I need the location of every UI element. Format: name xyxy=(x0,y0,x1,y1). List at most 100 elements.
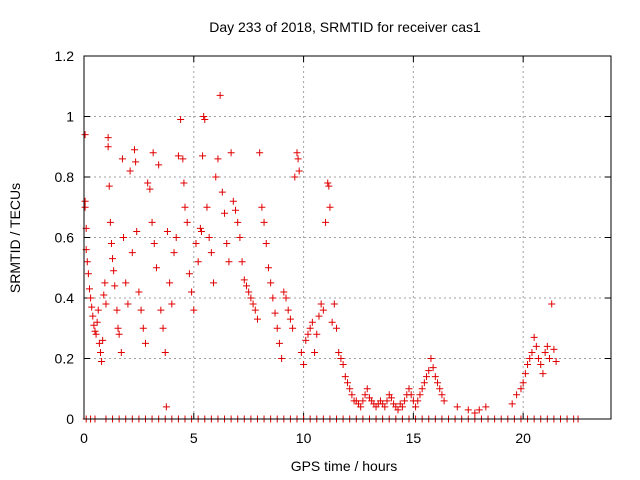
data-point xyxy=(289,324,297,332)
data-point xyxy=(110,267,118,275)
axis-ticks xyxy=(83,55,611,420)
data-point xyxy=(216,91,224,99)
data-point xyxy=(177,116,185,124)
data-point xyxy=(313,330,321,338)
y-tick-label: 0 xyxy=(66,411,74,427)
data-point xyxy=(425,367,433,375)
data-point xyxy=(267,279,275,287)
data-point xyxy=(412,403,420,411)
data-point xyxy=(330,300,338,308)
data-point xyxy=(95,339,103,347)
data-point xyxy=(126,167,134,175)
data-point xyxy=(144,179,152,187)
chart-title: Day 233 of 2018, SRMTID for receiver cas… xyxy=(209,19,481,35)
data-point xyxy=(185,270,193,278)
data-point xyxy=(180,179,188,187)
data-point xyxy=(249,300,257,308)
data-point xyxy=(190,306,198,314)
data-point xyxy=(453,403,461,411)
data-point xyxy=(317,300,325,308)
data-point xyxy=(194,258,202,266)
data-point xyxy=(192,240,200,248)
data-point xyxy=(295,167,303,175)
data-point xyxy=(315,312,323,320)
grid-lines xyxy=(84,56,611,419)
data-point xyxy=(258,203,266,211)
data-point xyxy=(278,355,286,362)
data-point xyxy=(174,152,182,160)
data-point xyxy=(260,218,268,226)
data-point xyxy=(346,385,354,393)
data-point xyxy=(84,270,92,278)
data-point xyxy=(251,306,259,314)
data-point xyxy=(152,264,160,272)
data-point xyxy=(115,330,123,338)
data-point xyxy=(269,294,277,302)
y-tick-label: 1 xyxy=(66,109,74,125)
data-point xyxy=(225,258,233,266)
data-point xyxy=(394,406,402,414)
x-tick-label: 15 xyxy=(406,430,422,446)
data-point xyxy=(271,309,279,317)
data-point xyxy=(427,355,435,362)
data-point xyxy=(162,403,170,411)
data-point xyxy=(197,227,205,235)
data-point xyxy=(519,379,527,387)
data-point xyxy=(247,294,255,302)
data-point xyxy=(236,234,244,241)
data-point xyxy=(552,358,560,366)
data-point xyxy=(335,348,343,356)
data-point xyxy=(109,255,117,263)
data-point xyxy=(93,318,101,326)
data-point xyxy=(218,188,226,196)
data-point xyxy=(513,391,521,399)
plot-frame xyxy=(83,55,612,420)
data-point xyxy=(117,348,125,356)
data-point xyxy=(256,149,264,157)
data-point xyxy=(262,240,270,248)
x-axis-label: GPS time / hours xyxy=(291,458,398,474)
data-point xyxy=(319,306,327,314)
data-point xyxy=(107,240,115,248)
data-point xyxy=(293,149,301,157)
data-point xyxy=(223,240,231,248)
data-point xyxy=(102,300,110,308)
y-tick-label: 0.2 xyxy=(55,351,75,367)
data-point xyxy=(128,249,136,257)
data-point xyxy=(322,218,330,226)
data-point xyxy=(407,391,415,399)
data-point xyxy=(282,294,290,302)
data-point xyxy=(535,355,543,362)
data-point xyxy=(83,258,91,266)
data-point xyxy=(148,218,156,226)
data-point xyxy=(96,348,104,356)
x-tick-label: 20 xyxy=(515,430,531,446)
data-point xyxy=(482,403,490,411)
data-point xyxy=(464,406,472,414)
data-point xyxy=(431,373,439,381)
data-point xyxy=(398,403,406,411)
data-point xyxy=(207,249,215,257)
data-point xyxy=(328,318,336,326)
data-point xyxy=(81,131,89,139)
data-points xyxy=(81,91,582,423)
data-point xyxy=(325,182,333,190)
data-point xyxy=(438,391,446,399)
data-point xyxy=(234,218,242,226)
x-tick-labels: 0 5 10 15 20 xyxy=(80,430,531,446)
data-point xyxy=(99,336,107,344)
data-point xyxy=(526,355,534,362)
data-point xyxy=(201,116,209,124)
data-point xyxy=(196,224,204,232)
data-point xyxy=(291,173,299,181)
data-point xyxy=(306,324,314,332)
data-point xyxy=(387,394,395,402)
data-point xyxy=(131,146,139,154)
x-tick-label: 10 xyxy=(296,430,312,446)
data-point xyxy=(423,373,431,381)
data-point xyxy=(157,306,165,314)
y-axis-label: SRMTID / TECUs xyxy=(7,183,23,293)
data-point xyxy=(405,385,413,393)
data-point xyxy=(166,279,174,287)
